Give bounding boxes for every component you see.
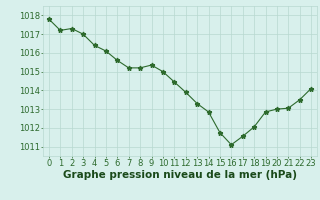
X-axis label: Graphe pression niveau de la mer (hPa): Graphe pression niveau de la mer (hPa) <box>63 170 297 180</box>
